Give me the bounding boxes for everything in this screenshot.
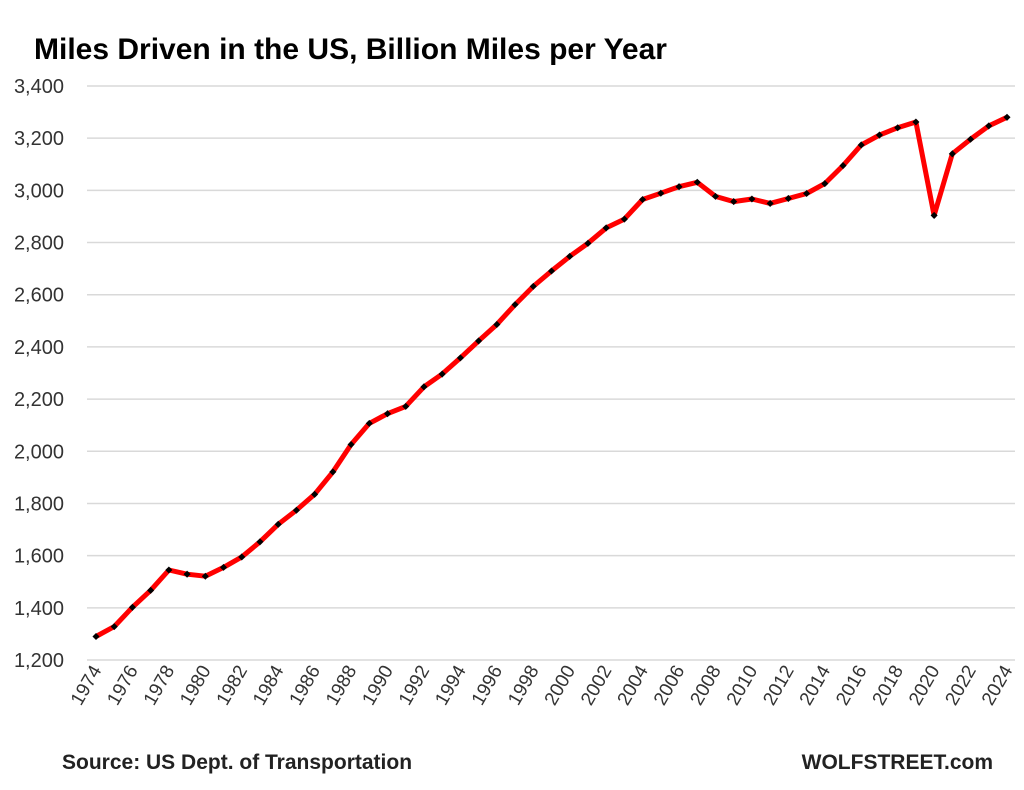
- data-point: [912, 118, 920, 126]
- data-point: [438, 370, 446, 378]
- data-point: [383, 410, 392, 418]
- data-point: [711, 192, 720, 200]
- data-point: [365, 419, 373, 427]
- y-tick-label: 2,800: [14, 233, 64, 255]
- data-point: [803, 189, 811, 198]
- data-point: [639, 195, 647, 204]
- data-point: [620, 215, 628, 223]
- x-tick-label: 2014: [796, 662, 836, 709]
- data-point: [693, 178, 701, 186]
- data-point: [894, 124, 902, 132]
- data-point: [511, 301, 519, 309]
- data-point: [329, 468, 337, 476]
- x-tick-label: 1978: [140, 662, 179, 709]
- data-point: [730, 198, 738, 206]
- x-tick-label: 2004: [614, 662, 654, 709]
- y-tick-label: 2,000: [14, 441, 64, 463]
- data-point: [274, 520, 282, 528]
- data-point: [238, 553, 246, 561]
- data-point: [220, 563, 228, 571]
- x-tick-label: 1974: [67, 662, 107, 709]
- source-note: Source: US Dept. of Transportation: [62, 751, 412, 774]
- data-point: [584, 239, 592, 247]
- y-tick-label: 2,400: [14, 337, 64, 359]
- data-point: [547, 267, 556, 275]
- data-point: [967, 135, 975, 143]
- data-point: [92, 632, 100, 641]
- data-point: [784, 194, 792, 202]
- x-tick-label: 1996: [468, 662, 507, 709]
- data-point: [201, 572, 209, 580]
- y-tick-label: 1,800: [14, 493, 64, 515]
- x-tick-label: 2006: [650, 662, 689, 709]
- x-tick-label: 2000: [541, 662, 580, 709]
- y-tick-label: 2,200: [14, 389, 64, 411]
- x-tick-label: 2024: [978, 662, 1018, 709]
- x-tick-label: 2016: [832, 662, 871, 709]
- data-point: [675, 183, 683, 191]
- data-point: [821, 180, 829, 188]
- x-tick-label: 1998: [504, 662, 543, 709]
- data-point: [948, 150, 956, 158]
- data-point: [456, 354, 464, 362]
- data-point: [566, 252, 574, 260]
- data-point: [748, 195, 756, 203]
- data-point: [1003, 113, 1011, 121]
- data-point: [475, 337, 483, 345]
- y-tick-label: 1,600: [14, 546, 64, 568]
- watermark: WOLFSTREET.com: [802, 751, 993, 774]
- y-tick-label: 1,200: [14, 650, 64, 672]
- y-tick-label: 2,600: [14, 285, 64, 307]
- x-tick-label: 1986: [286, 662, 325, 709]
- y-tick-label: 3,400: [14, 76, 64, 98]
- x-tick-label: 1984: [249, 662, 289, 709]
- y-tick-label: 1,400: [14, 598, 64, 620]
- data-point: [857, 141, 865, 149]
- y-axis-ticks: 1,200 1,400 1,600 1,800 2,000 2,200 2,400 2,600…: [14, 76, 64, 672]
- data-point: [183, 570, 191, 578]
- y-tick-label: 3,000: [14, 180, 64, 202]
- data-point: [985, 122, 993, 130]
- x-tick-label: 2008: [686, 662, 725, 709]
- data-point: [420, 383, 428, 391]
- series-miles-driven: [92, 113, 1011, 641]
- x-tick-label: 1992: [395, 662, 434, 709]
- data-point: [402, 402, 410, 410]
- data-point: [493, 320, 501, 329]
- x-tick-label: 2020: [905, 662, 944, 709]
- x-tick-label: 2012: [759, 662, 798, 709]
- x-axis-ticks: 1974197619781980198219841986198819901992…: [67, 662, 1018, 709]
- y-tick-label: 3,200: [14, 128, 64, 150]
- data-point: [602, 224, 610, 232]
- data-point: [657, 189, 665, 197]
- x-tick-label: 2018: [869, 662, 908, 709]
- x-tick-label: 1980: [176, 662, 215, 709]
- data-point: [529, 282, 537, 290]
- x-tick-label: 1994: [431, 662, 471, 709]
- series-line: [94, 115, 1009, 639]
- x-tick-label: 2010: [723, 662, 762, 709]
- data-point: [347, 440, 355, 449]
- data-point: [147, 586, 155, 594]
- data-point: [110, 623, 118, 631]
- data-point: [165, 566, 173, 574]
- gridlines: [87, 85, 1015, 661]
- x-tick-label: 1982: [213, 662, 252, 709]
- data-point: [766, 199, 774, 207]
- data-point: [875, 131, 883, 139]
- data-point: [839, 162, 847, 170]
- x-tick-label: 1988: [322, 662, 361, 709]
- data-point: [930, 211, 938, 219]
- x-tick-label: 1976: [103, 662, 142, 709]
- x-tick-label: 1990: [359, 662, 398, 709]
- data-point: [128, 603, 136, 611]
- data-point: [256, 538, 264, 546]
- x-tick-label: 2022: [942, 662, 981, 709]
- data-point: [311, 490, 319, 498]
- chart-title: Miles Driven in the US, Billion Miles pe…: [34, 33, 667, 66]
- x-tick-label: 2002: [577, 662, 616, 709]
